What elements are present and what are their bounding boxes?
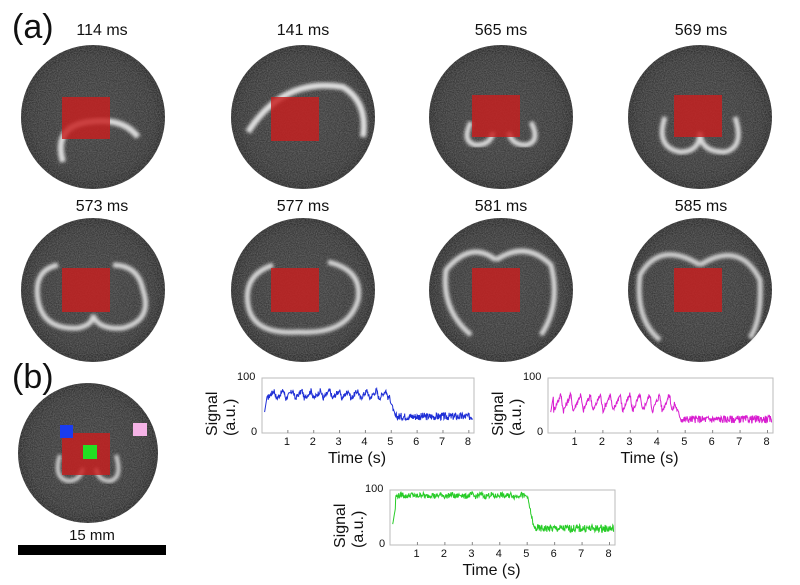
plot-frame [261, 377, 475, 434]
signal-line [392, 490, 615, 534]
roi-map-image [18, 383, 158, 523]
y-axis-label: Signal (a.u.) [332, 503, 367, 548]
x-tick-label: 6 [550, 548, 557, 560]
green-roi [83, 445, 97, 459]
x-tick-label: 6 [413, 436, 420, 448]
scale-bar [18, 545, 166, 555]
x-tick-label: 6 [708, 436, 715, 448]
frame-image [628, 45, 772, 189]
frame-time-label: 573 ms [75, 198, 129, 215]
frame-image [231, 45, 375, 189]
x-tick-label: 4 [361, 436, 368, 448]
red-roi [674, 95, 722, 137]
frame-time-label: 581 ms [474, 198, 528, 215]
x-tick-label: 7 [736, 436, 743, 448]
pink-roi [133, 423, 147, 436]
red-roi [472, 95, 520, 137]
x-tick-label: 2 [440, 548, 447, 560]
x-axis-title: Time (s) [620, 450, 679, 467]
x-tick-label: 3 [626, 436, 633, 448]
y-axis-label: Signal (a.u.) [204, 391, 239, 436]
red-roi [271, 97, 319, 141]
red-roi [62, 97, 110, 139]
x-tick-label: 3 [468, 548, 475, 560]
frame-time-label: 565 ms [474, 22, 528, 39]
x-tick-label: 2 [598, 436, 605, 448]
y-axis-label: Signal (a.u.) [490, 391, 525, 436]
x-tick-label: 7 [438, 436, 446, 448]
x-axis-title: Time (s) [462, 562, 521, 579]
frame-image [231, 218, 375, 362]
x-tick-label: 5 [523, 548, 530, 560]
x-tick-label: 8 [464, 436, 471, 448]
x-tick-label: 8 [605, 548, 612, 560]
x-tick-label: 3 [335, 436, 342, 448]
panel-label-a: (a) [12, 8, 54, 46]
x-tick-label: 1 [571, 436, 578, 448]
x-tick-label: 5 [681, 436, 688, 448]
signal-line [550, 391, 773, 424]
red-roi [674, 268, 722, 312]
x-tick-label: 5 [387, 436, 394, 448]
y-tick-label: 100 [523, 371, 542, 383]
frame-image [21, 45, 165, 189]
x-tick-label: 1 [283, 436, 290, 448]
x-tick-label: 4 [495, 548, 502, 560]
frame-image [628, 218, 772, 362]
x-tick-label: 8 [763, 436, 770, 448]
x-tick-label: 7 [578, 548, 585, 560]
blue-roi [60, 425, 73, 438]
scale-bar-label: 15 mm [69, 527, 115, 544]
signal-line [264, 386, 474, 422]
panel-label-b: (b) [12, 358, 54, 396]
plot-frame [547, 377, 774, 434]
y-tick-label: 100 [365, 483, 384, 495]
plot-frame [389, 489, 616, 546]
red-roi [271, 268, 319, 312]
frame-image [429, 218, 573, 362]
red-roi [62, 268, 110, 312]
red-roi [472, 268, 520, 312]
plot-pink [547, 377, 774, 434]
y-tick-label: 0 [379, 538, 386, 550]
frame-time-label: 569 ms [674, 22, 728, 39]
x-axis-title: Time (s) [328, 450, 387, 467]
y-tick-label: 0 [537, 426, 544, 438]
y-tick-label: 0 [251, 426, 258, 438]
frame-image [21, 218, 165, 362]
frame-time-label: 114 ms [76, 22, 128, 39]
x-tick-label: 4 [653, 436, 660, 448]
y-tick-label: 100 [237, 371, 256, 383]
plot-green [389, 489, 616, 546]
x-tick-label: 2 [309, 436, 316, 448]
frame-time-label: 585 ms [674, 198, 728, 215]
plot-blue [261, 377, 475, 434]
frame-image [429, 45, 573, 189]
frame-time-label: 577 ms [276, 198, 330, 215]
x-tick-label: 1 [413, 548, 420, 560]
frame-time-label: 141 ms [276, 22, 330, 39]
